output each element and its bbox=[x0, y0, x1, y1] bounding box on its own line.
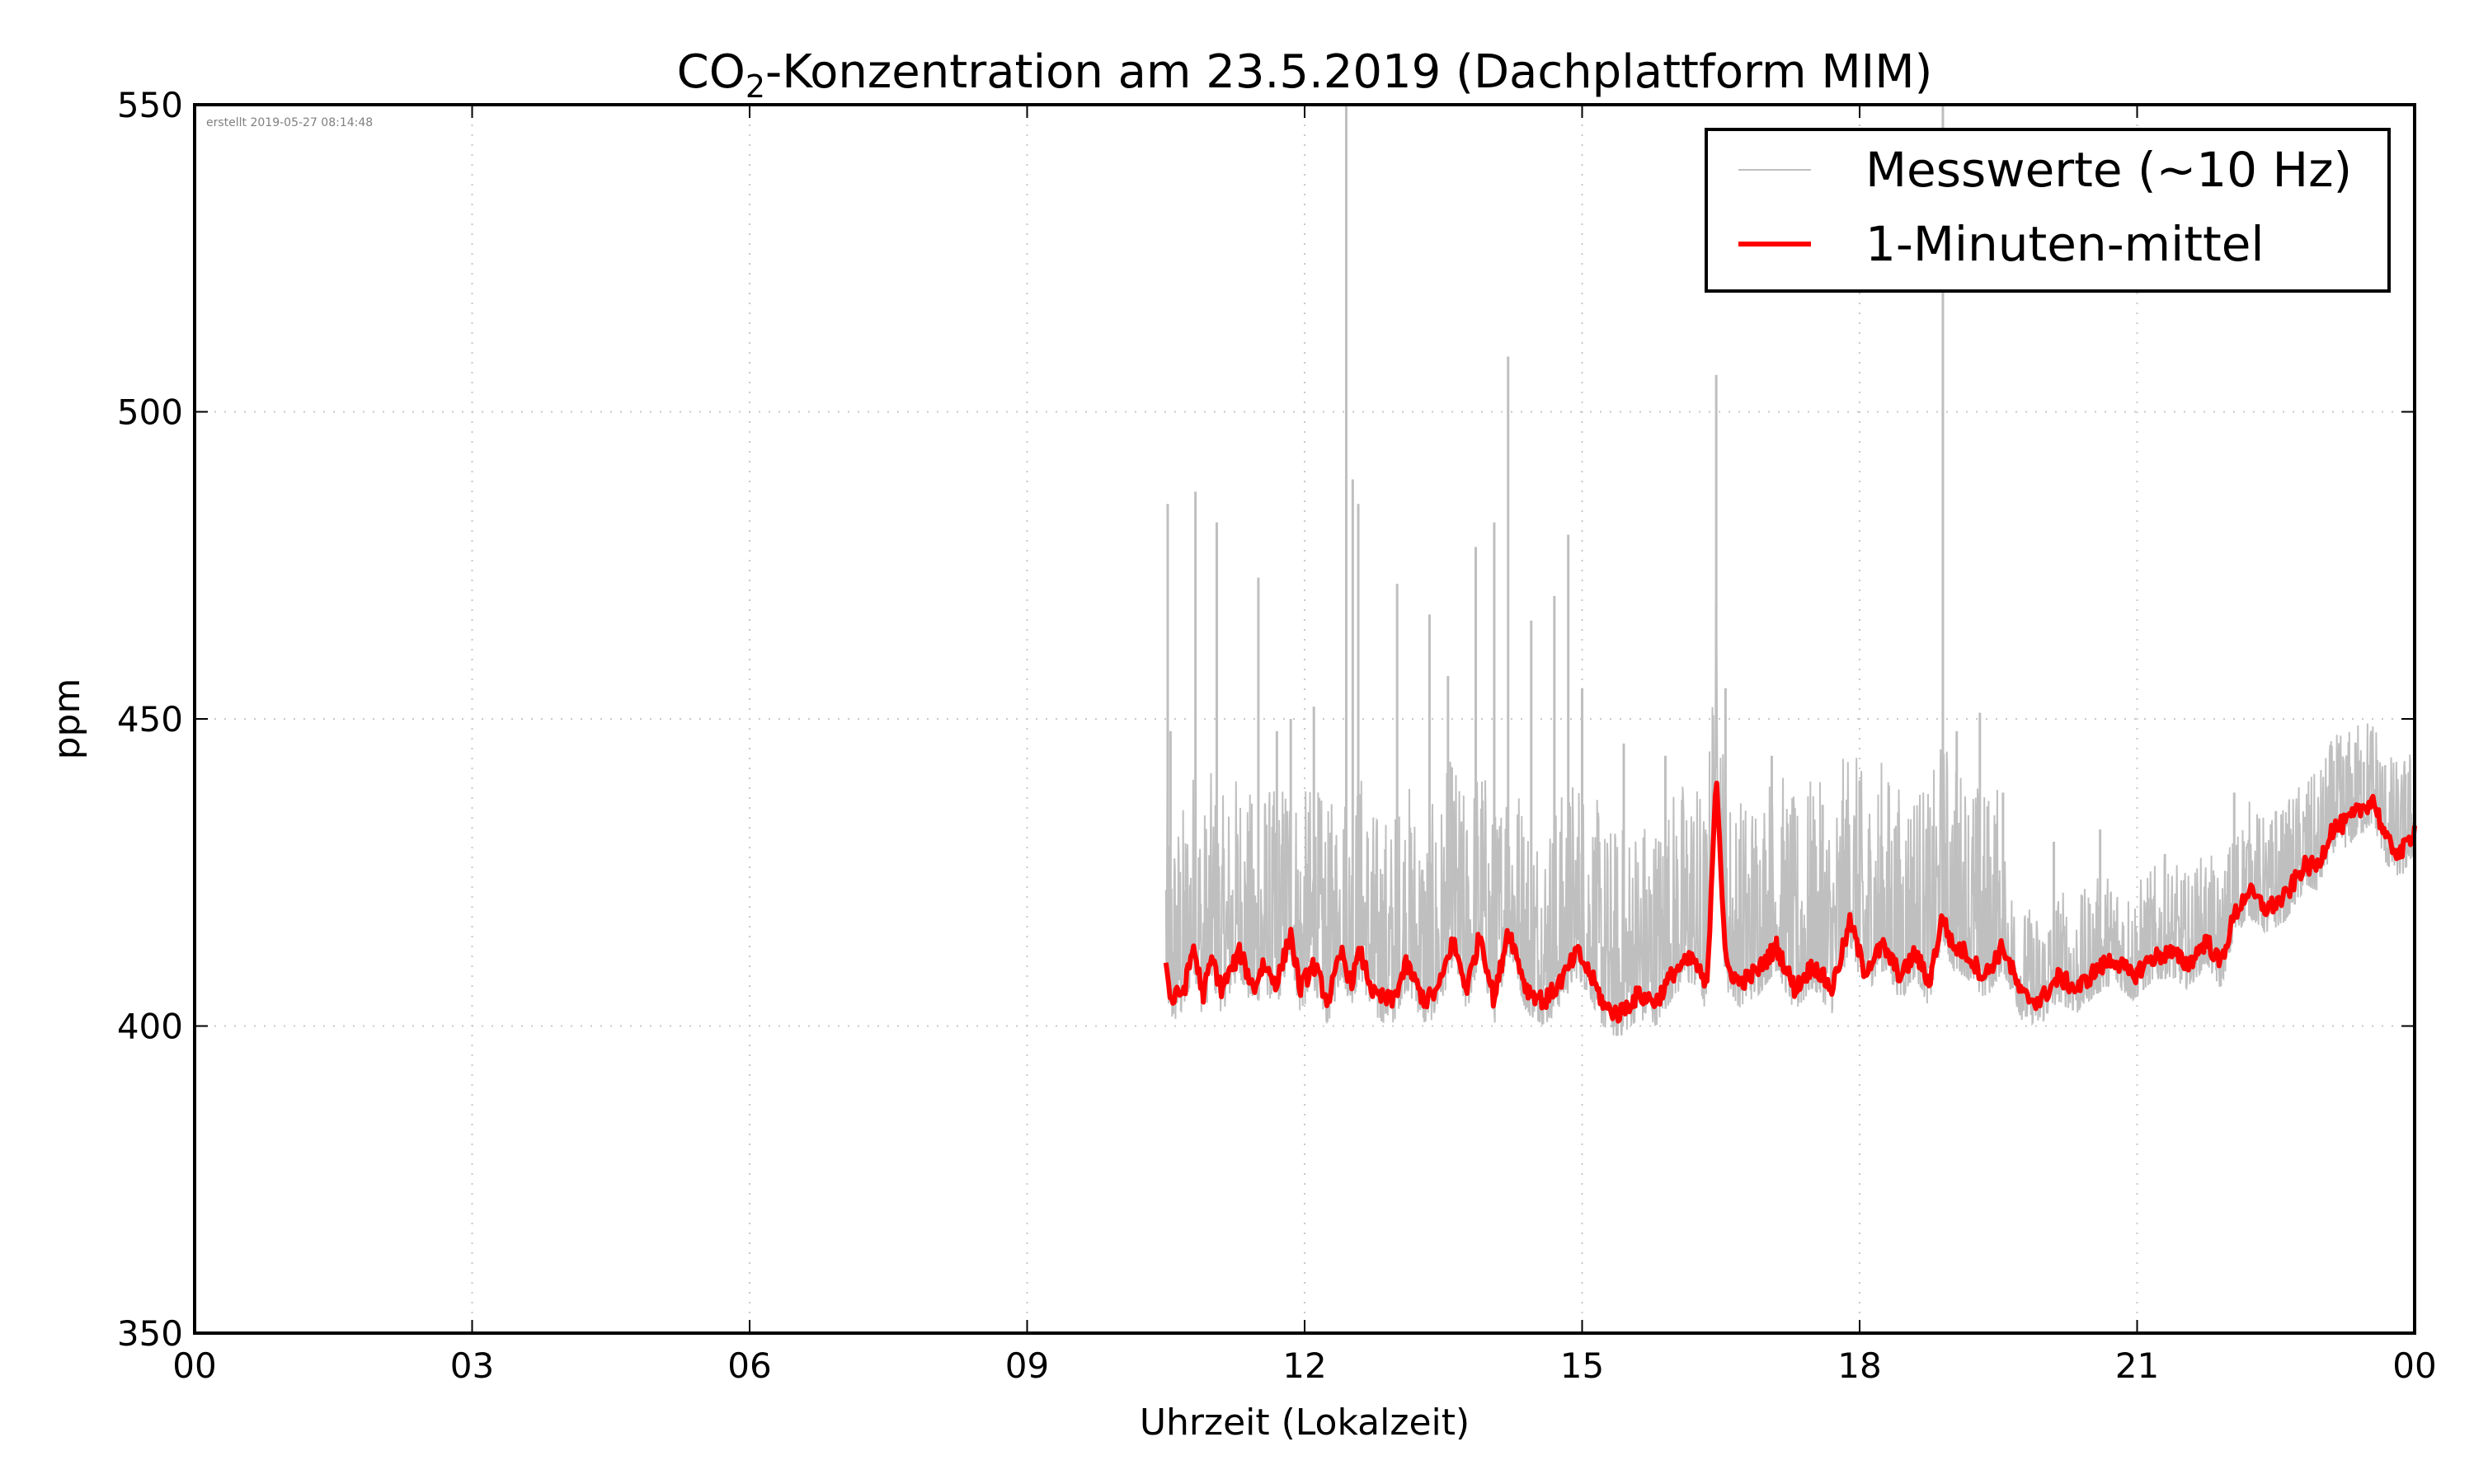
created-timestamp: erstellt 2019-05-27 08:14:48 bbox=[206, 116, 373, 129]
x-tick-label: 12 bbox=[1282, 1345, 1326, 1386]
title-subscript: 2 bbox=[745, 68, 765, 105]
title-prefix: CO bbox=[677, 45, 745, 99]
x-tick-label: 09 bbox=[1005, 1345, 1049, 1386]
legend: Messwerte (~10 Hz) 1-Minuten-mittel bbox=[1705, 128, 2391, 293]
x-tick-labels: 00 03 06 09 12 15 18 21 00 bbox=[172, 1345, 2436, 1386]
chart-title: CO2-Konzentration am 23.5.2019 (Dachplat… bbox=[677, 45, 1933, 105]
y-axis-label: ppm bbox=[46, 679, 88, 760]
legend-label-messwerte: Messwerte (~10 Hz) bbox=[1865, 142, 2352, 198]
legend-label-1-minuten-mittel: 1-Minuten-mittel bbox=[1865, 216, 2265, 272]
y-tick-label: 450 bbox=[117, 699, 183, 740]
y-tick-labels: 350 400 450 500 550 bbox=[117, 85, 183, 1354]
x-tick-label: 00 bbox=[2392, 1345, 2436, 1386]
y-tick-label: 550 bbox=[117, 85, 183, 125]
title-suffix: -Konzentration am 23.5.2019 (Dachplattfo… bbox=[765, 45, 1932, 99]
legend-box bbox=[1705, 128, 2391, 293]
series-messwerte bbox=[1164, 105, 2415, 1036]
x-tick-label: 18 bbox=[1837, 1345, 1881, 1386]
mittel-line bbox=[1163, 780, 2417, 1024]
x-tick-label: 03 bbox=[450, 1345, 494, 1386]
x-tick-label: 06 bbox=[727, 1345, 771, 1386]
messwerte-line bbox=[1164, 598, 2415, 1036]
y-tick-label: 500 bbox=[117, 392, 183, 433]
x-tick-label: 15 bbox=[1560, 1345, 1604, 1386]
y-tick-label: 350 bbox=[117, 1313, 183, 1354]
x-axis-label: Uhrzeit (Lokalzeit) bbox=[1140, 1402, 1470, 1444]
y-tick-label: 400 bbox=[117, 1007, 183, 1047]
axis-ticks bbox=[194, 104, 2415, 1334]
x-tick-label: 00 bbox=[172, 1345, 216, 1386]
x-tick-label: 21 bbox=[2115, 1345, 2159, 1386]
series-1-minuten-mittel bbox=[1163, 768, 2417, 1024]
